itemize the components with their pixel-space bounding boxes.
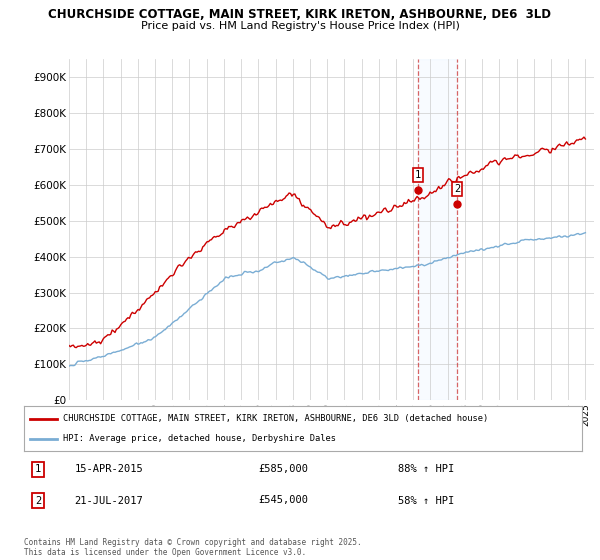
Text: £585,000: £585,000: [259, 464, 308, 474]
Text: CHURCHSIDE COTTAGE, MAIN STREET, KIRK IRETON, ASHBOURNE, DE6  3LD: CHURCHSIDE COTTAGE, MAIN STREET, KIRK IR…: [49, 8, 551, 21]
Text: 2: 2: [35, 496, 41, 506]
Text: £545,000: £545,000: [259, 496, 308, 506]
Bar: [418, 59, 457, 400]
Text: 88% ↑ HPI: 88% ↑ HPI: [398, 464, 454, 474]
Text: 1: 1: [35, 464, 41, 474]
Text: 15-APR-2015: 15-APR-2015: [74, 464, 143, 474]
Text: CHURCHSIDE COTTAGE, MAIN STREET, KIRK IRETON, ASHBOURNE, DE6 3LD (detached house: CHURCHSIDE COTTAGE, MAIN STREET, KIRK IR…: [63, 414, 488, 423]
Text: 58% ↑ HPI: 58% ↑ HPI: [398, 496, 454, 506]
Text: 2: 2: [454, 184, 460, 194]
Text: Price paid vs. HM Land Registry's House Price Index (HPI): Price paid vs. HM Land Registry's House …: [140, 21, 460, 31]
Text: 1: 1: [415, 170, 421, 180]
Text: Contains HM Land Registry data © Crown copyright and database right 2025.
This d: Contains HM Land Registry data © Crown c…: [24, 538, 362, 557]
Text: 21-JUL-2017: 21-JUL-2017: [74, 496, 143, 506]
Text: HPI: Average price, detached house, Derbyshire Dales: HPI: Average price, detached house, Derb…: [63, 434, 336, 443]
